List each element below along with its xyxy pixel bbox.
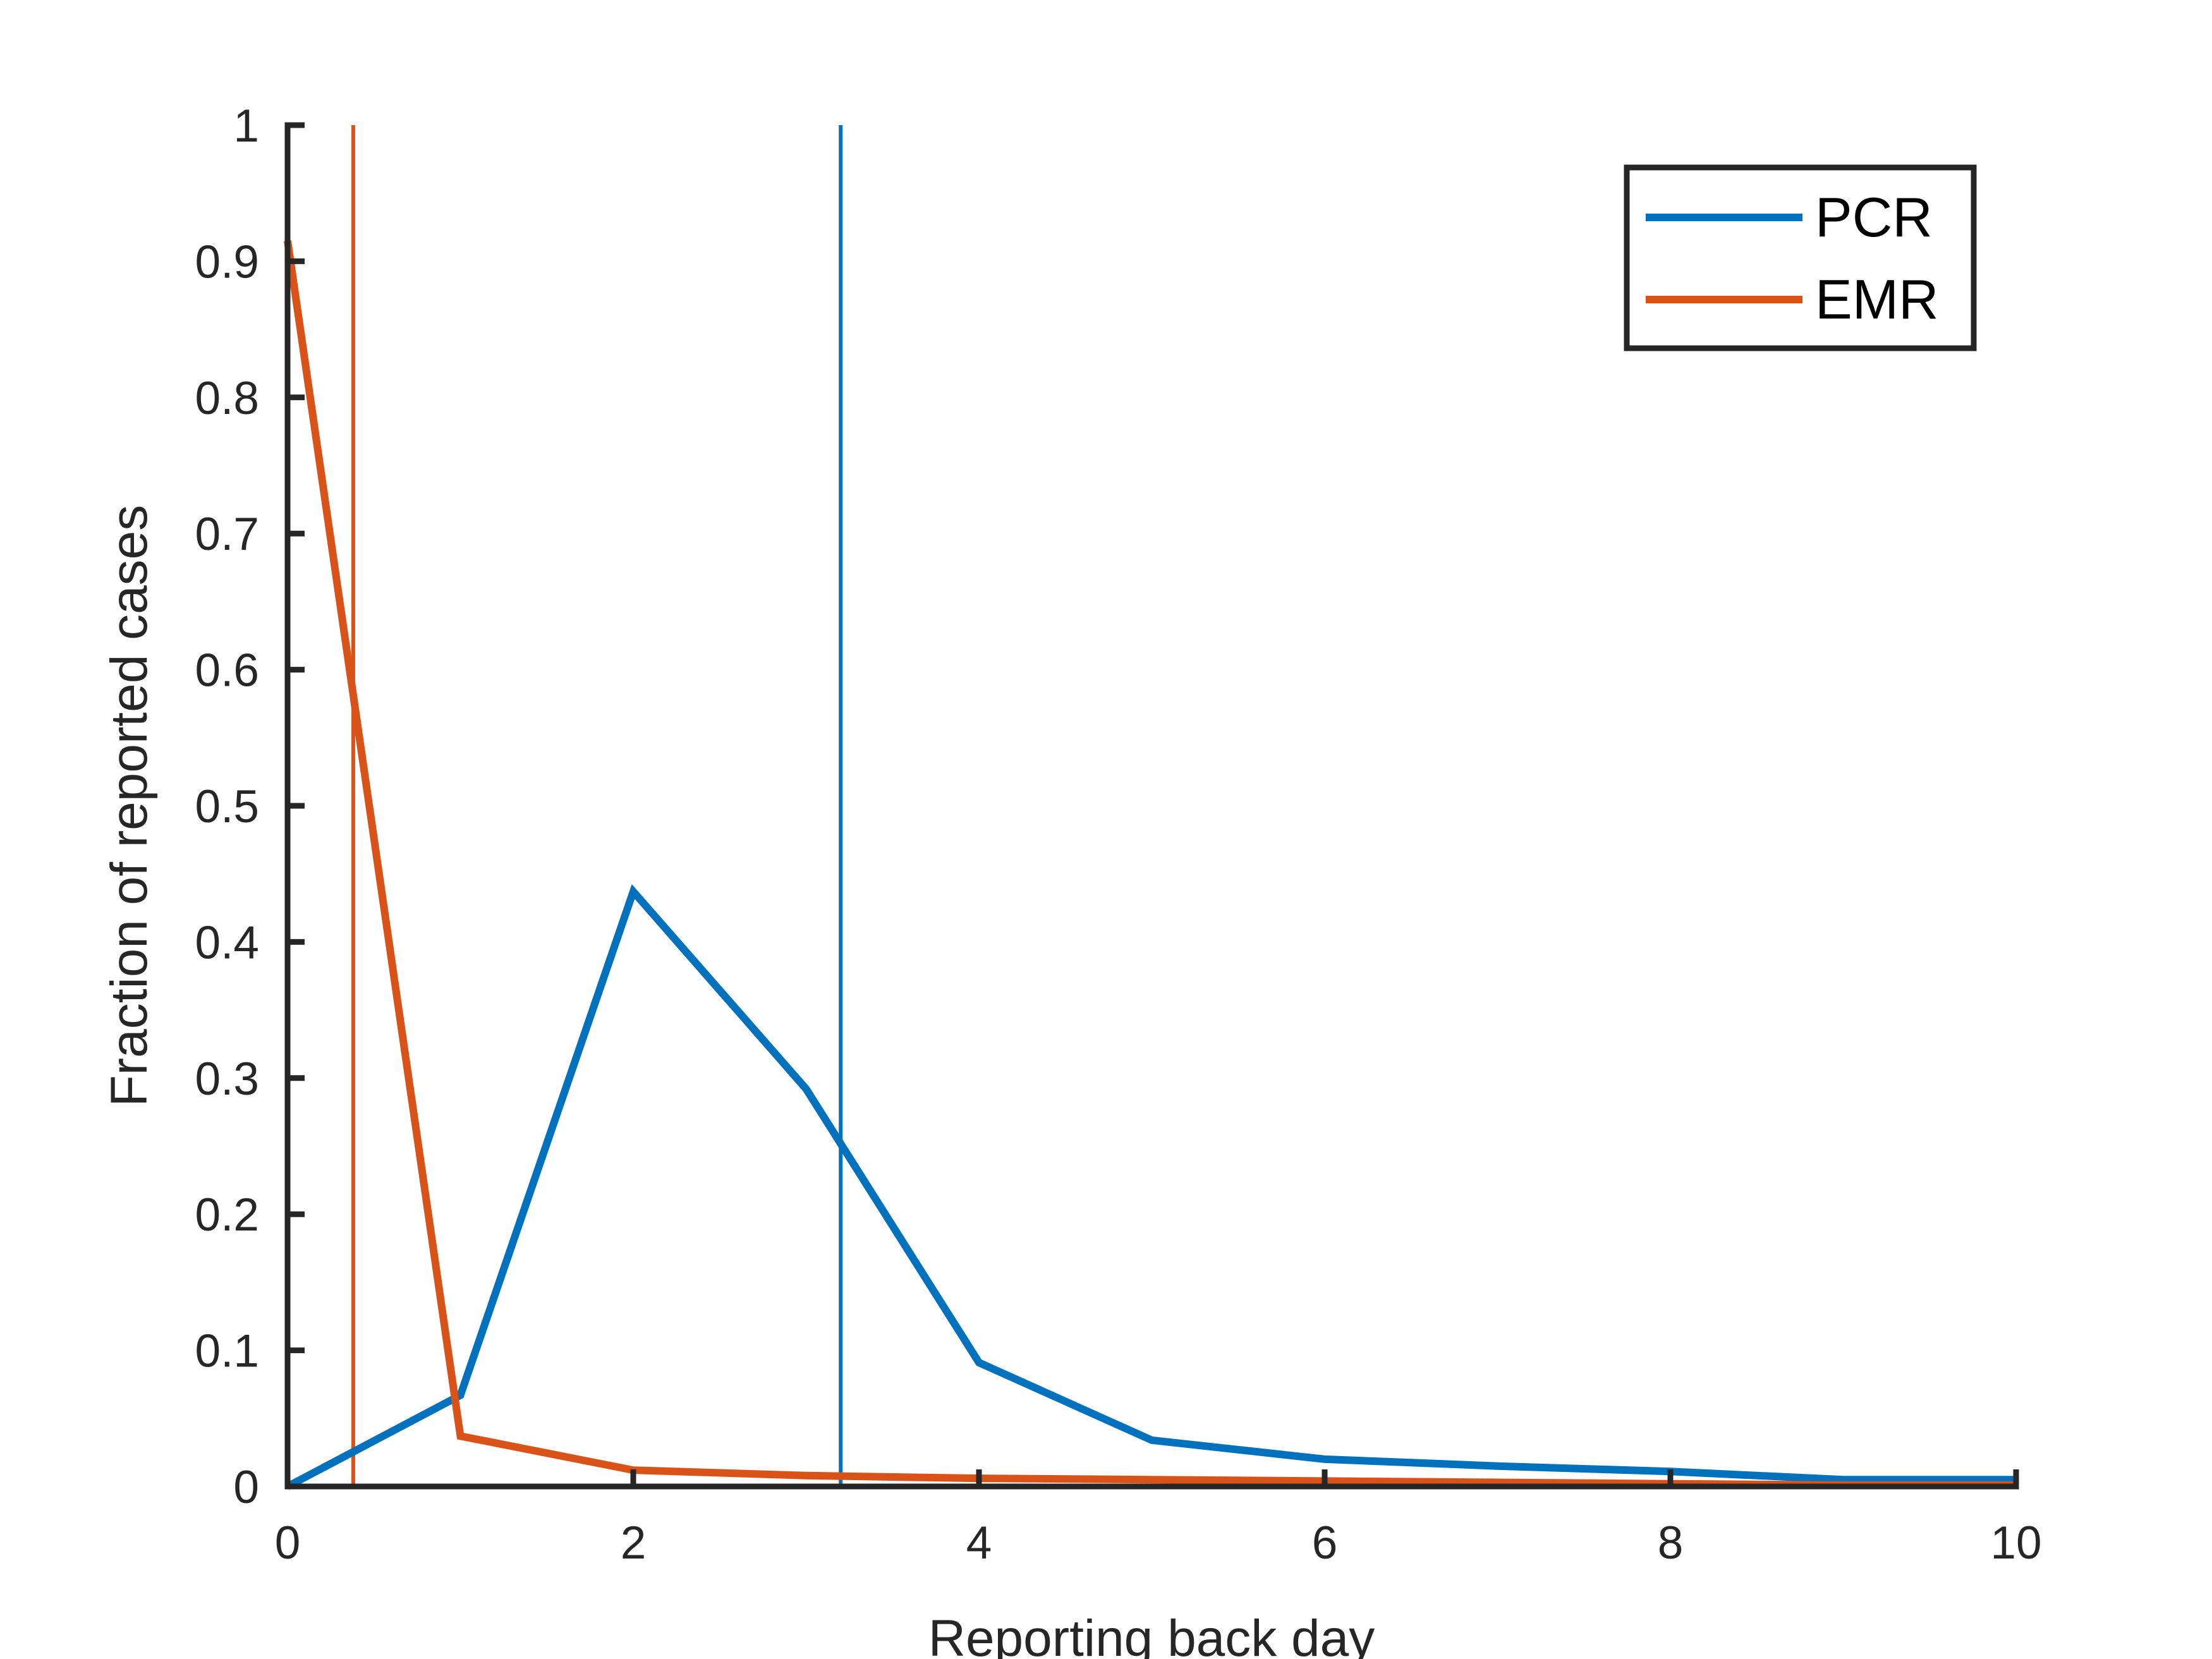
- series-line-emr: [284, 240, 2016, 1489]
- x-ticks: 0 2 4 6 8 10: [275, 1469, 2042, 1569]
- x-tick-label: 4: [966, 1517, 992, 1569]
- legend-label-emr: EMR: [1815, 268, 1939, 331]
- x-axis-title: Reporting back day: [928, 1610, 1375, 1659]
- y-tick-label: 0.8: [195, 373, 259, 424]
- y-tick-label: 0.4: [195, 917, 259, 968]
- x-tick-label: 0: [275, 1517, 301, 1569]
- series-line-pcr: [286, 884, 2016, 1490]
- y-tick-label: 0.1: [195, 1326, 259, 1377]
- y-tick-label: 0.3: [195, 1054, 259, 1105]
- y-tick-label: 0.2: [195, 1189, 259, 1241]
- y-tick-label: 0.5: [195, 781, 259, 832]
- y-axis-title: Fraction of reported cases: [100, 505, 158, 1107]
- x-tick-label: 6: [1312, 1517, 1338, 1569]
- x-tick-label: 2: [621, 1517, 647, 1569]
- mean-lines: [351, 125, 843, 1486]
- legend: PCR EMR: [1624, 164, 1977, 351]
- x-tick-label: 10: [1990, 1517, 2041, 1569]
- y-tick-label: 1: [233, 100, 259, 152]
- y-ticks: 0 0.1 0.2 0.3 0.4 0.5 0.6 0.7 0.8 0.9 1: [195, 100, 305, 1513]
- y-tick-label: 0: [233, 1462, 259, 1513]
- legend-label-pcr: PCR: [1815, 186, 1933, 248]
- legend-box: [1624, 164, 1977, 351]
- series-lines: [284, 240, 2016, 1490]
- y-tick-label: 0.9: [195, 236, 259, 288]
- y-tick-label: 0.6: [195, 645, 259, 696]
- y-tick-label: 0.7: [195, 509, 259, 560]
- x-tick-label: 8: [1658, 1517, 1684, 1569]
